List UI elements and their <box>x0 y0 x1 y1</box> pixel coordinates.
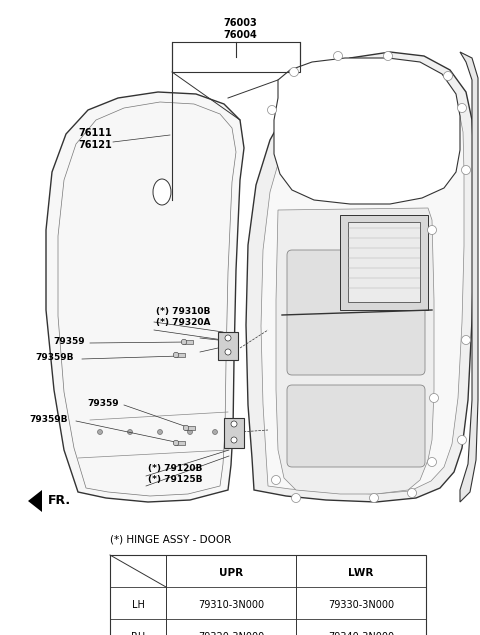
Ellipse shape <box>153 179 171 205</box>
Circle shape <box>173 352 179 358</box>
Text: 79330-3N000: 79330-3N000 <box>328 600 394 610</box>
Circle shape <box>461 335 470 345</box>
Circle shape <box>457 436 467 444</box>
Text: 79359: 79359 <box>87 399 119 408</box>
Bar <box>224 418 244 448</box>
Text: 79359: 79359 <box>53 337 84 347</box>
Circle shape <box>457 104 467 112</box>
Bar <box>185 426 195 430</box>
Text: (*) 79310B
(*) 79320A: (*) 79310B (*) 79320A <box>156 307 211 327</box>
Text: LWR: LWR <box>348 568 374 578</box>
Bar <box>183 340 193 344</box>
Bar <box>110 555 426 635</box>
Circle shape <box>213 429 217 434</box>
Polygon shape <box>28 490 42 512</box>
Polygon shape <box>460 52 478 502</box>
Circle shape <box>428 457 436 467</box>
Circle shape <box>267 105 276 114</box>
FancyBboxPatch shape <box>287 385 425 467</box>
Text: 79359B: 79359B <box>29 415 68 425</box>
Circle shape <box>173 440 179 446</box>
Circle shape <box>430 394 439 403</box>
Circle shape <box>444 72 453 81</box>
Circle shape <box>157 429 163 434</box>
Circle shape <box>272 476 280 485</box>
Bar <box>175 353 185 357</box>
Circle shape <box>97 429 103 434</box>
Text: 79340-3N000: 79340-3N000 <box>328 632 394 635</box>
Text: FR.: FR. <box>48 494 71 507</box>
Circle shape <box>461 166 470 175</box>
FancyBboxPatch shape <box>287 250 425 375</box>
Text: 76111
76121: 76111 76121 <box>78 128 112 150</box>
Text: (*) 79120B
(*) 79125B: (*) 79120B (*) 79125B <box>148 464 203 484</box>
Circle shape <box>291 493 300 502</box>
Polygon shape <box>274 58 460 204</box>
Circle shape <box>231 437 237 443</box>
Circle shape <box>225 349 231 355</box>
Text: 76003
76004: 76003 76004 <box>223 18 257 41</box>
Circle shape <box>128 429 132 434</box>
Circle shape <box>231 421 237 427</box>
Circle shape <box>188 429 192 434</box>
Polygon shape <box>246 52 474 502</box>
Circle shape <box>181 339 187 345</box>
Circle shape <box>334 51 343 60</box>
Polygon shape <box>261 68 464 494</box>
Circle shape <box>408 488 417 497</box>
Circle shape <box>384 51 393 60</box>
Circle shape <box>428 225 436 234</box>
Text: 79359B: 79359B <box>35 354 73 363</box>
Bar <box>175 441 185 445</box>
Text: 79310-3N000: 79310-3N000 <box>198 600 264 610</box>
Text: (*) HINGE ASSY - DOOR: (*) HINGE ASSY - DOOR <box>110 535 231 545</box>
Bar <box>348 222 420 302</box>
Text: 79320-3N000: 79320-3N000 <box>198 632 264 635</box>
Bar <box>172 42 300 72</box>
Polygon shape <box>46 92 244 502</box>
Circle shape <box>289 67 299 76</box>
Bar <box>340 215 428 310</box>
Text: RH: RH <box>131 632 145 635</box>
Circle shape <box>370 493 379 502</box>
Text: LH: LH <box>132 600 144 610</box>
Circle shape <box>225 335 231 341</box>
Text: UPR: UPR <box>219 568 243 578</box>
Bar <box>218 332 238 360</box>
Circle shape <box>183 425 189 431</box>
Polygon shape <box>276 208 434 494</box>
